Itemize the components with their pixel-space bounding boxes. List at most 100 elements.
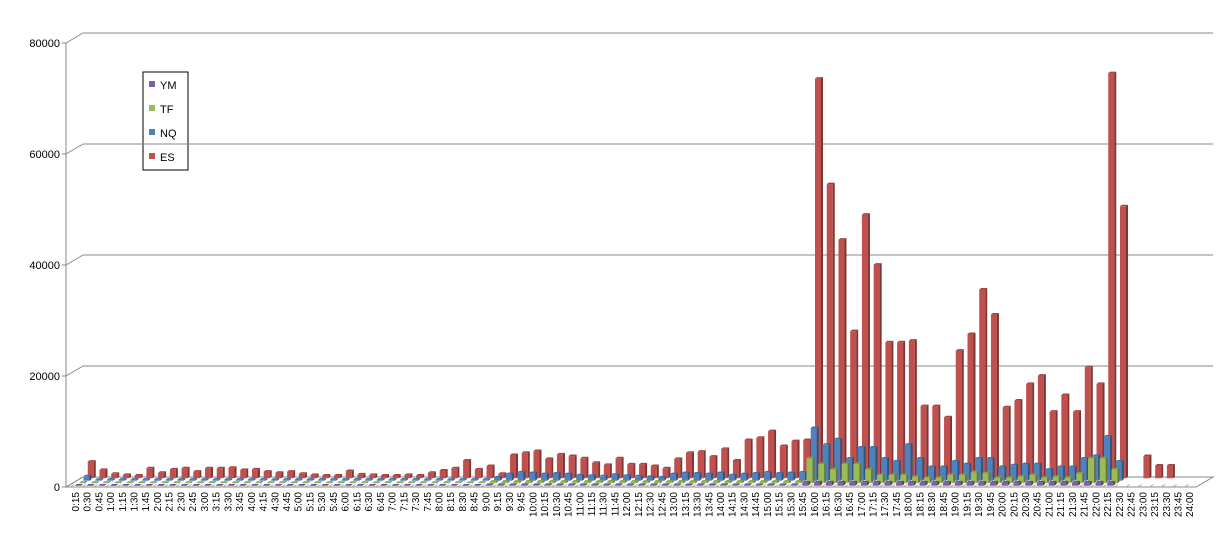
bar-side <box>105 468 108 479</box>
bar-side <box>937 480 940 486</box>
tick-mark <box>480 484 486 488</box>
bar-top <box>1025 480 1034 483</box>
bar <box>708 484 715 486</box>
bar <box>142 479 149 481</box>
bar <box>884 482 891 486</box>
bar <box>756 437 763 479</box>
bar-side <box>159 478 162 481</box>
bar <box>392 475 399 479</box>
bar-side <box>925 480 928 486</box>
bar-top <box>939 465 948 467</box>
grid-line <box>65 254 84 266</box>
bar-side <box>929 476 932 484</box>
bar <box>755 484 762 486</box>
bar-side <box>985 288 988 479</box>
x-tick-label: 20:15 <box>1009 492 1020 517</box>
bar <box>1026 383 1033 479</box>
bar-side <box>492 464 495 479</box>
bar-side <box>855 480 858 486</box>
bar-top <box>231 481 240 483</box>
bar-top <box>884 480 893 483</box>
x-tick-label: 20:00 <box>998 492 1009 517</box>
bar-side <box>187 466 190 479</box>
bar-top <box>157 483 166 486</box>
bar <box>1025 482 1032 486</box>
bar-side <box>995 480 998 486</box>
bar <box>231 482 238 484</box>
bar-top <box>266 481 275 483</box>
tick-mark <box>820 484 826 488</box>
bar-top <box>334 473 343 476</box>
bar-side <box>1149 454 1152 479</box>
bar-side <box>303 483 306 486</box>
bar-side <box>750 438 753 479</box>
bar-top <box>192 483 201 486</box>
bar-side <box>277 478 280 481</box>
x-tick-label: 12:00 <box>622 492 633 517</box>
bar <box>376 479 383 481</box>
bar <box>555 484 562 486</box>
tick-mark <box>1043 484 1049 488</box>
bar <box>517 472 524 481</box>
x-tick-label: 0:45 <box>94 492 105 512</box>
bar-top <box>208 481 217 483</box>
bar <box>114 482 121 484</box>
bar <box>860 482 867 486</box>
bar-top <box>419 481 428 483</box>
x-tick-label: 18:30 <box>927 492 938 517</box>
bar-side <box>903 340 906 479</box>
bar-side <box>645 462 648 479</box>
bar <box>416 475 423 479</box>
bar-side <box>472 481 475 484</box>
bar-side <box>448 481 451 484</box>
bar-top <box>611 473 620 475</box>
bar-side <box>288 478 291 481</box>
bar <box>1084 367 1091 479</box>
bar-side <box>140 473 143 479</box>
bar-top <box>677 480 686 482</box>
x-tick-label: 2:45 <box>188 492 199 512</box>
bar <box>571 481 578 484</box>
bar-top <box>415 483 424 486</box>
bar-top <box>212 478 221 480</box>
bar-top <box>944 415 953 418</box>
bar-top <box>442 481 451 483</box>
bar <box>712 481 719 484</box>
tick-mark <box>1184 484 1189 488</box>
bar <box>587 475 594 481</box>
x-tick-label: 9:30 <box>505 492 516 512</box>
bar <box>700 481 707 484</box>
bar-top <box>501 480 510 482</box>
bar <box>1010 465 1017 481</box>
bar-top <box>161 481 170 483</box>
tick-mark <box>1137 484 1142 488</box>
bar-top <box>1083 480 1092 483</box>
bar-top <box>567 483 576 485</box>
x-tick-label: 14:15 <box>728 492 739 517</box>
tick-mark <box>210 484 216 488</box>
bar-top <box>360 481 369 483</box>
bar-top <box>818 462 827 464</box>
tick-mark <box>890 484 896 488</box>
bar-top <box>787 471 796 473</box>
bar <box>825 482 832 486</box>
bar-side <box>976 470 979 484</box>
bar <box>654 481 661 484</box>
bar <box>736 481 743 484</box>
bar-side <box>1063 465 1066 481</box>
bar <box>935 477 942 484</box>
bar <box>524 481 531 484</box>
bar-top <box>1155 463 1164 466</box>
bar-top <box>634 474 643 477</box>
tick-mark <box>104 484 110 488</box>
bar-side <box>413 481 416 484</box>
bar-side <box>233 483 236 486</box>
bar-top <box>106 478 115 480</box>
bar-side <box>343 481 346 484</box>
bar-top <box>791 439 800 442</box>
tick-mark <box>703 484 708 488</box>
bar-side <box>120 481 123 484</box>
bar <box>548 481 555 484</box>
bar <box>137 482 144 484</box>
bar <box>771 481 778 484</box>
